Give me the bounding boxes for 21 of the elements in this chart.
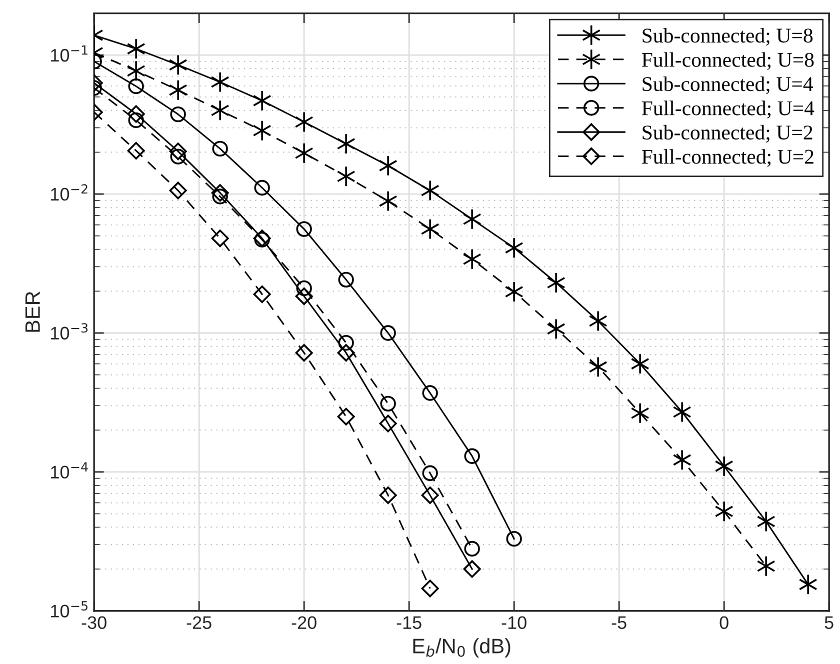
x-tick-label: -10 [502,616,526,630]
legend-label: Full-connected; U=4 [642,100,814,118]
x-tick-label: -5 [612,616,626,630]
y-tick-label: 10$^{−4}$ [51,462,88,479]
y-tick-label: 10$^{−5}$ [51,601,88,618]
x-tick-label: -25 [186,616,212,630]
x-tick-label: 5 [824,616,834,630]
y-tick-label: 10$^{−3}$ [51,323,88,340]
x-tick-label: 0 [720,616,728,630]
x-tick-label: -20 [292,616,316,630]
legend-label: Sub-connected; U=8 [642,28,813,46]
legend-label: Sub-connected; U=4 [642,76,814,94]
y-tick-label: 10$^{−1}$ [51,45,88,62]
x-axis-title: E$_{b}$/N$_{0}$ (dB) [413,638,510,658]
y-tick-label: 10$^{−2}$ [51,184,88,201]
y-axis-title: BER [25,292,40,332]
legend-label: Sub-connected; U=2 [642,124,812,143]
x-tick-label: -30 [82,616,106,630]
x-tick-label: -15 [396,616,422,630]
legend-label: Full-connected; U=8 [642,52,814,70]
legend-label: Full-connected; U=2 [642,149,814,167]
